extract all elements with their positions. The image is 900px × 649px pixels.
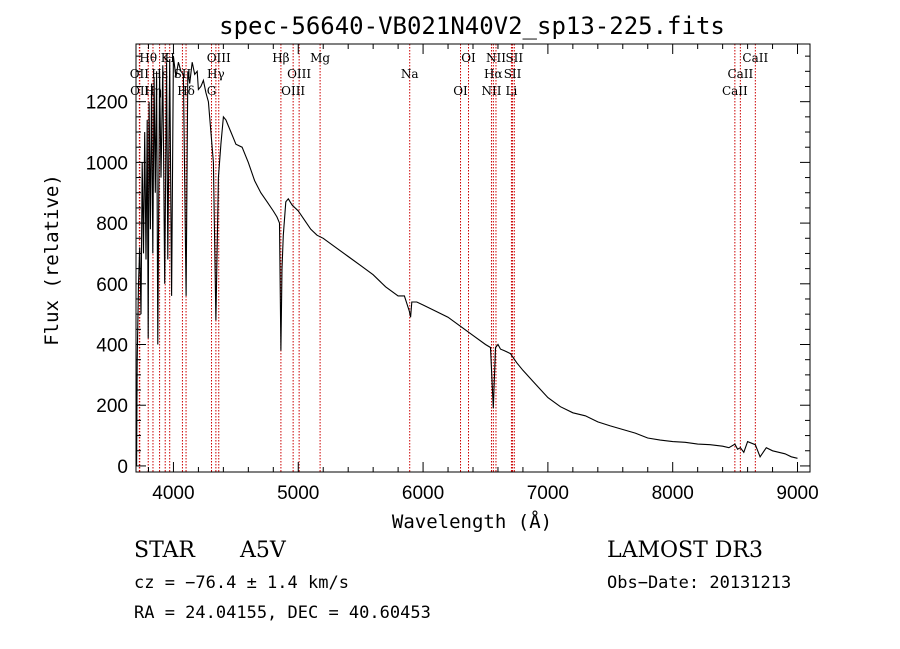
y-tick-label: 1000 [86,153,128,174]
line-marker-label: K [161,51,171,65]
x-tick-label: 6000 [402,483,444,504]
line-marker-label: CaII [742,51,768,65]
line-marker-label: SII [174,67,192,81]
line-marker-label: OII [130,67,150,81]
redshift-velocity: cz = −76.4 ± 1.4 km/s [134,573,349,593]
line-marker-label: OIII [207,51,231,65]
line-marker-label: Hα [484,67,503,81]
line-marker-label: Hδ [177,84,195,98]
x-tick-label: 7000 [527,483,569,504]
line-marker-label: OIII [281,84,305,98]
line-marker-label: SII [504,67,522,81]
x-tick-label: 4000 [152,483,194,504]
line-marker-label: Hε [151,67,168,81]
line-marker-label: NII [481,84,501,98]
line-marker-label: Li [506,84,518,98]
plot-frame [135,43,811,473]
line-marker-label: OI [453,84,468,98]
line-marker-label: CaII [727,67,753,81]
object-subclass: A5V [240,538,286,563]
line-marker-label: Hβ [272,51,289,65]
x-axis-label: Wavelength (Å) [392,510,552,533]
line-marker-label: G [207,84,217,98]
y-tick-label: 400 [96,336,128,357]
line-marker-label: CaII [722,84,748,98]
y-tick-label: 200 [96,396,128,417]
line-marker-label: OIII [287,67,311,81]
line-marker-label: Hη [144,84,162,98]
line-marker-label: NII [486,51,506,65]
chart-title: spec-56640-VB021N40V2_sp13-225.fits [219,12,725,40]
x-tick-label: 9000 [776,483,818,504]
line-marker-label: Na [401,67,419,81]
spectrum-series-line [135,56,798,466]
line-marker-label: Mg [310,51,330,65]
survey-name: LAMOST DR3 [607,538,763,563]
x-tick-label: 5000 [277,483,319,504]
sky-coordinates: RA = 24.04155, DEC = 40.60453 [134,603,431,623]
y-axis-label: Flux (relative) [41,174,63,346]
y-tick-label: 800 [96,214,128,235]
line-marker-label: Hθ [139,51,157,65]
line-marker-label: Hγ [207,67,225,81]
object-class: STAR [134,538,195,563]
y-tick-label: 0 [117,457,128,478]
y-tick-label: 1200 [86,93,128,114]
x-tick-label: 8000 [652,483,694,504]
line-marker-label: OII [130,84,150,98]
line-label-layer: HθOIIOIIKHεHηHSIIHδOIIIHγGHβOIIIOIIIMgNa… [130,51,769,98]
line-marker-label: H [164,51,174,65]
line-marker-label: OI [461,51,476,65]
y-tick-label: 600 [96,275,128,296]
observation-date: Obs−Date: 20131213 [607,573,792,593]
line-marker-label: SII [505,51,523,65]
line-marker-layer [138,44,756,472]
axis-ticks: 4000 5000 6000 7000 8000 9000 0 200 400 600 800 100… [86,44,819,504]
